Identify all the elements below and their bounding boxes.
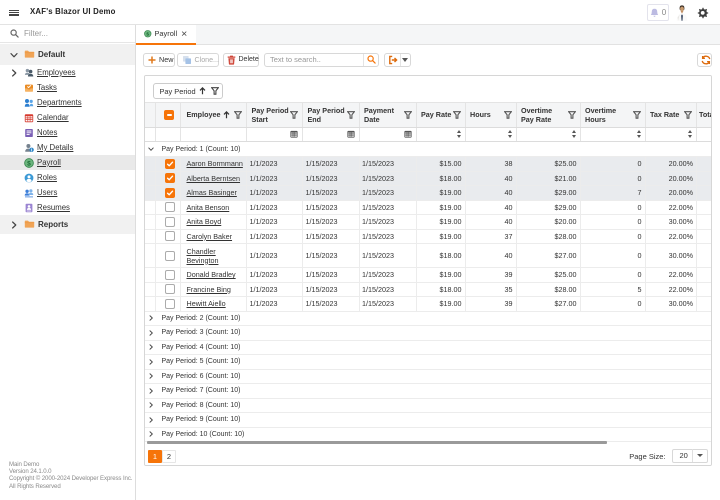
svg-text:$: $ bbox=[27, 160, 31, 167]
svg-text:$: $ bbox=[146, 32, 149, 38]
svg-text:i: i bbox=[31, 147, 32, 152]
